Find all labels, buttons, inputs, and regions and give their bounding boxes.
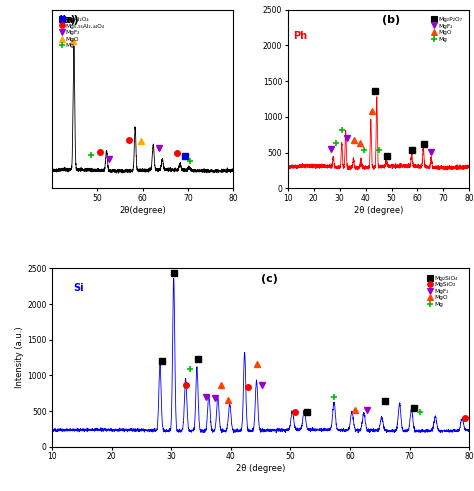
Text: (a): (a) (57, 15, 75, 25)
X-axis label: 2θ (degree): 2θ (degree) (354, 206, 403, 215)
X-axis label: 2θ (degree): 2θ (degree) (236, 464, 285, 473)
Text: (c): (c) (261, 274, 278, 284)
Legend: Mg₂P₂O₇, MgF₂, MgO, Mg: Mg₂P₂O₇, MgF₂, MgO, Mg (431, 16, 463, 42)
Y-axis label: Intensity (a.u.): Intensity (a.u.) (16, 327, 25, 388)
Legend: MgAl₂O₄, Mg₀.₅₆Al₂.₄₄O₄, MgF₂, MgO, Mg: MgAl₂O₄, Mg₀.₅₆Al₂.₄₄O₄, MgF₂, MgO, Mg (59, 16, 105, 49)
X-axis label: 2θ(degree): 2θ(degree) (119, 206, 166, 215)
Text: (a): (a) (61, 15, 79, 25)
Text: Ph: Ph (293, 31, 308, 41)
Text: (b): (b) (382, 15, 401, 25)
Legend: Mg₂SiO₄, MgSiO₃, MgF₂, MgO, Mg: Mg₂SiO₄, MgSiO₃, MgF₂, MgO, Mg (427, 275, 458, 307)
Text: Si: Si (73, 283, 83, 293)
